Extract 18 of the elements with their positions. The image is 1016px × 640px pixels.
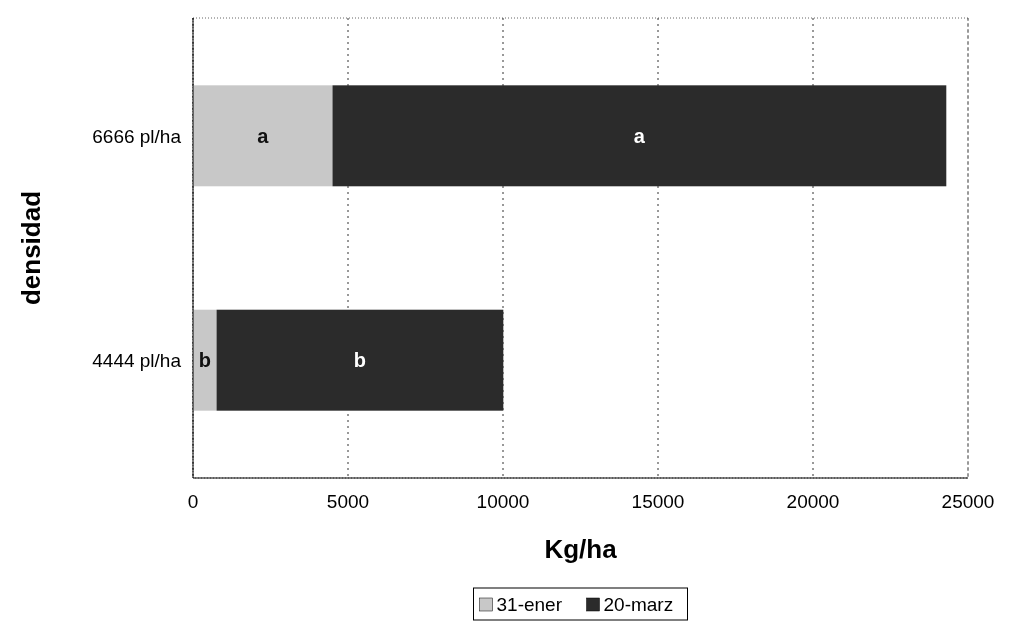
y-axis-title: densidad: [16, 190, 46, 306]
x-tick-label: 5000: [326, 491, 370, 512]
data-label: b: [198, 349, 211, 372]
x-axis-title: Kg/ha: [544, 534, 618, 564]
data-label: a: [633, 124, 646, 147]
legend-label: 31-ener: [496, 594, 563, 615]
x-tick-label: 10000: [476, 491, 530, 512]
bar: [193, 85, 333, 187]
y-tick-label: 4444 pl/ha: [92, 350, 182, 372]
data-label: a: [257, 124, 270, 147]
y-tick-label: 6666 pl/ha: [92, 125, 182, 147]
x-tick-label: 0: [187, 491, 199, 512]
x-tick-label: 15000: [631, 491, 685, 512]
x-tick-label: 25000: [941, 491, 995, 512]
x-tick-label: 20000: [786, 491, 840, 512]
bar: [193, 309, 217, 411]
data-label: b: [353, 349, 367, 372]
legend-label: 20-marz: [603, 594, 674, 615]
